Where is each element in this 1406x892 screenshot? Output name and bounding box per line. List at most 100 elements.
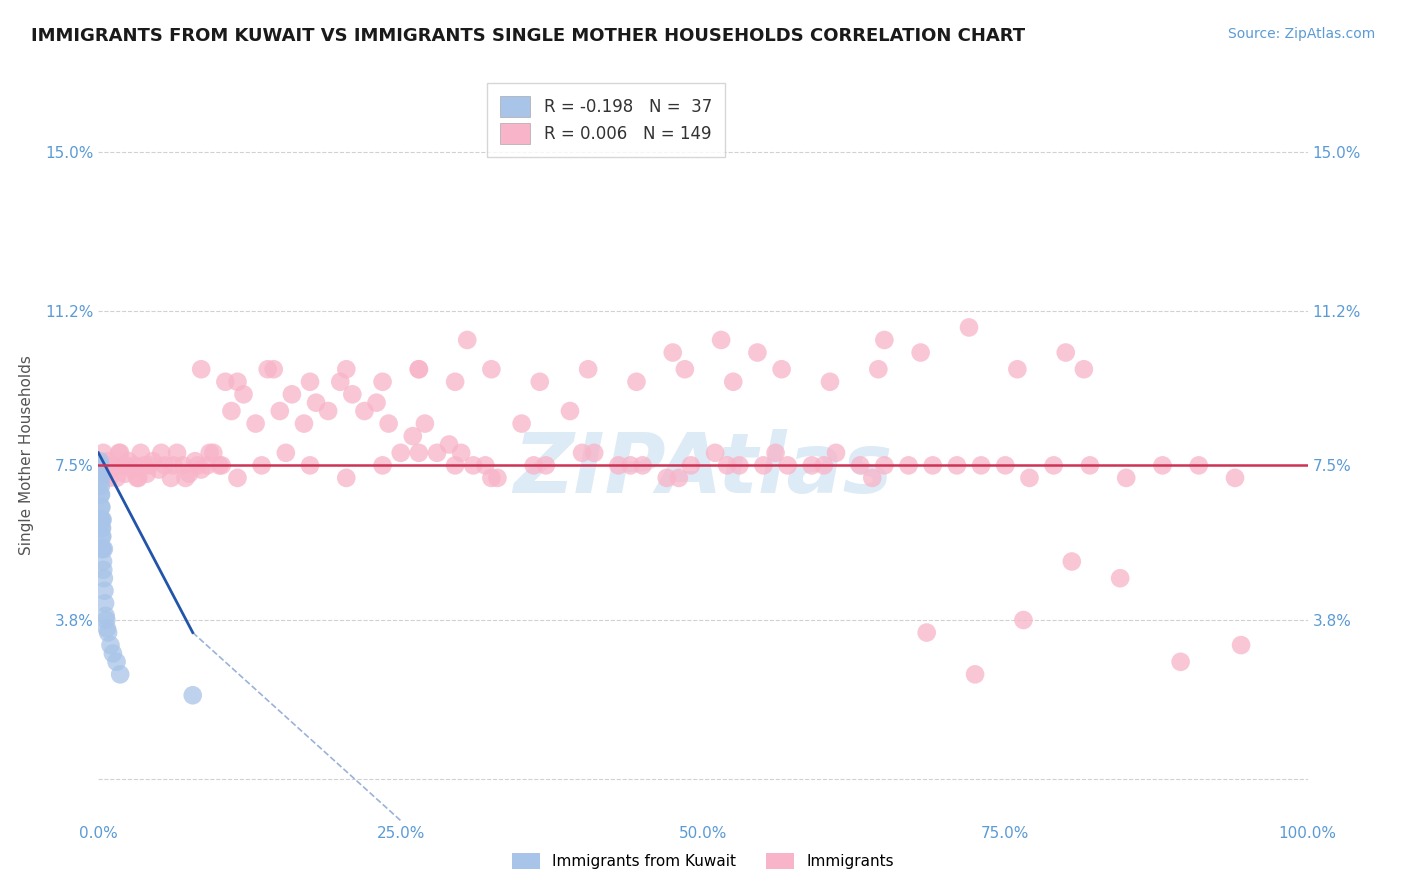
Point (162, 458, 184, 473)
Point (957, 320, 980, 334)
Point (184, 454, 207, 468)
Point (90, 479, 112, 493)
Point (127, 471, 149, 485)
Point (366, 395, 388, 409)
Point (187, 458, 209, 473)
Point (679, 458, 702, 473)
Point (114, 467, 136, 481)
Point (329, 375, 352, 389)
Point (160, 471, 183, 485)
Point (408, 362, 430, 376)
Point (115, 458, 138, 473)
Point (100, 462, 122, 476)
Point (335, 471, 357, 485)
Point (426, 446, 449, 460)
Legend: Immigrants from Kuwait, Immigrants: Immigrants from Kuwait, Immigrants (506, 847, 900, 875)
Point (915, 625, 938, 640)
Point (1054, 345, 1077, 359)
Point (444, 458, 467, 473)
Point (105, 471, 128, 485)
Point (91, 446, 114, 460)
Point (1152, 458, 1174, 473)
Point (121, 462, 143, 476)
Point (818, 375, 841, 389)
Point (450, 446, 472, 460)
Point (97, 625, 120, 640)
Point (704, 446, 727, 460)
Point (873, 458, 896, 473)
Point (142, 454, 165, 468)
Point (965, 667, 987, 681)
Point (166, 446, 188, 460)
Point (111, 458, 134, 473)
Point (576, 362, 599, 376)
Point (481, 471, 503, 485)
Point (89, 458, 111, 473)
Point (90, 500, 112, 515)
Point (91, 554, 114, 568)
Point (626, 375, 648, 389)
Point (90, 500, 112, 515)
Point (138, 458, 160, 473)
Point (96, 613, 118, 627)
Point (523, 458, 546, 473)
Point (716, 458, 738, 473)
Point (90, 513, 112, 527)
Point (93, 467, 115, 481)
Point (91, 513, 114, 527)
Point (994, 458, 1017, 473)
Point (91, 563, 114, 577)
Point (101, 458, 124, 473)
Point (481, 362, 503, 376)
Point (299, 458, 322, 473)
Point (90, 471, 112, 485)
Point (174, 471, 197, 485)
Point (402, 429, 425, 443)
Point (208, 458, 231, 473)
Point (413, 417, 436, 431)
Point (263, 362, 285, 376)
Point (89, 454, 111, 468)
Point (91, 521, 114, 535)
Text: IMMIGRANTS FROM KUWAIT VS IMMIGRANTS SINGLE MOTHER HOUSEHOLDS CORRELATION CHART: IMMIGRANTS FROM KUWAIT VS IMMIGRANTS SIN… (31, 27, 1025, 45)
Point (181, 688, 204, 702)
Point (1115, 471, 1137, 485)
Point (221, 404, 243, 418)
Point (93, 541, 115, 556)
Point (662, 345, 685, 359)
Point (813, 458, 835, 473)
Point (124, 458, 146, 473)
Point (89, 462, 111, 476)
Point (256, 362, 278, 376)
Point (728, 458, 751, 473)
Point (118, 454, 141, 468)
Point (150, 446, 173, 460)
Point (226, 471, 249, 485)
Point (607, 458, 630, 473)
Point (849, 458, 872, 473)
Point (96, 621, 118, 635)
Point (94, 596, 117, 610)
Point (100, 638, 122, 652)
Point (873, 333, 896, 347)
Point (921, 458, 943, 473)
Point (408, 446, 430, 460)
Point (153, 458, 176, 473)
Point (371, 458, 394, 473)
Point (510, 417, 533, 431)
Point (765, 446, 787, 460)
Point (825, 446, 848, 460)
Point (97, 454, 120, 468)
Point (408, 362, 430, 376)
Point (583, 446, 606, 460)
Point (1018, 471, 1040, 485)
Point (558, 404, 581, 418)
Point (1230, 638, 1253, 652)
Point (108, 446, 131, 460)
Point (377, 417, 399, 431)
Point (534, 458, 557, 473)
Point (101, 647, 124, 661)
Point (631, 458, 654, 473)
Point (91, 541, 114, 556)
Point (94, 608, 117, 623)
